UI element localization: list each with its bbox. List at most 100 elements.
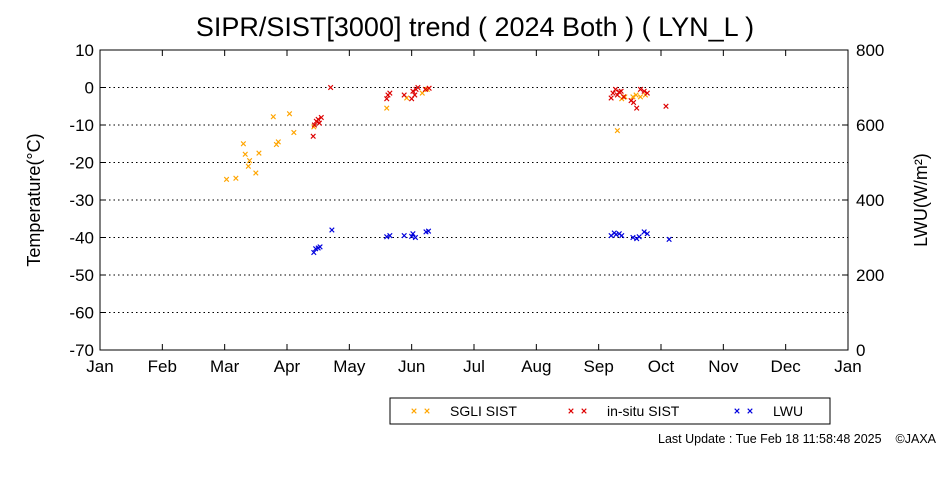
lwu-point: [408, 233, 415, 240]
y2-axis-label: LWU(W/m²): [911, 153, 931, 247]
lwu-point: [401, 232, 407, 239]
lwu-point: [619, 232, 625, 239]
in-situ-sist-point: [663, 103, 669, 109]
sgli-sist-point: [286, 111, 293, 117]
sgli-sist-point: [242, 151, 248, 157]
y-tick-label: -10: [69, 116, 94, 135]
legend-marker: [568, 408, 574, 414]
legend-marker: [424, 408, 430, 414]
sgli-sist-point: [270, 114, 276, 120]
in-situ-sist-point: [384, 96, 390, 102]
sgli-sist-point: [291, 129, 297, 136]
axis-ticks: [99, 49, 849, 351]
x-tick-label: Jan: [834, 357, 861, 376]
x-tick-label: Jan: [86, 357, 113, 376]
legend-label: LWU: [773, 403, 803, 419]
in-situ-sist-point: [316, 120, 323, 126]
legend-marker: [581, 408, 587, 414]
lwu-point: [317, 244, 323, 250]
in-situ-sist-point: [412, 92, 418, 98]
lwu-point: [410, 231, 416, 237]
lwu-point: [644, 231, 650, 237]
in-situ-sist-point: [620, 94, 627, 100]
in-situ-sist-point: [387, 90, 393, 96]
lwu-point: [329, 227, 335, 233]
sgli-sist-point: [233, 175, 239, 181]
in-situ-sist-point: [637, 86, 644, 93]
sgli-sist-point: [246, 157, 253, 164]
chart-title: SIPR/SIST[3000] trend ( 2024 Both ) ( LY…: [196, 12, 754, 42]
sgli-sist-point: [256, 150, 262, 156]
in-situ-sist-point: [311, 122, 318, 128]
in-situ-sist-point: [422, 86, 429, 93]
sgli-sist-point: [253, 170, 259, 176]
y2-tick-label: 800: [856, 41, 884, 60]
in-situ-sist-point: [415, 84, 421, 91]
y2-tick-label: 400: [856, 191, 884, 210]
legend-marker: [411, 408, 417, 414]
sgli-sist-point: [223, 176, 230, 183]
copyright-text: ©JAXA: [895, 432, 936, 446]
lwu-point: [412, 234, 419, 241]
in-situ-sist-point: [644, 90, 650, 96]
lwu-point: [384, 234, 390, 240]
y-tick-label: -70: [69, 341, 94, 360]
data-points: [223, 84, 672, 256]
x-tick-label: Mar: [210, 357, 240, 376]
sgli-sist-point: [245, 163, 252, 169]
y-axis-left-ticklabels: 10 0 -10 -20 -30 -40 -50 -60 -70: [69, 41, 94, 360]
in-situ-sist-point: [401, 92, 407, 98]
in-situ-sist-point: [327, 84, 334, 91]
sgli-sist-point: [630, 94, 636, 100]
y-tick-label: -20: [69, 154, 94, 173]
sgli-sist-point: [637, 94, 644, 100]
y-tick-label: 0: [85, 79, 94, 98]
legend: SGLI SIST in-situ SIST LWU: [389, 397, 831, 425]
x-tick-label: Aug: [521, 357, 551, 376]
y-tick-label: -60: [69, 304, 94, 323]
in-situ-sist-point: [315, 116, 321, 123]
in-situ-sist-point: [608, 95, 614, 101]
legend-label: SGLI SIST: [450, 403, 517, 419]
sgli-sist-point: [633, 92, 639, 98]
x-tick-label: Apr: [274, 357, 301, 376]
lwu-point: [636, 234, 642, 240]
y2-tick-label: 200: [856, 266, 884, 285]
in-situ-sist-point: [641, 88, 647, 94]
in-situ-sist-point: [310, 133, 316, 139]
sgli-sist-point: [240, 141, 247, 147]
lwu-point: [311, 249, 317, 256]
in-situ-sist-point: [426, 85, 432, 91]
in-situ-sist-point: [410, 88, 416, 94]
legend-box: [389, 397, 831, 425]
legend-label: in-situ SIST: [607, 403, 680, 419]
y-tick-label: 10: [75, 41, 94, 60]
legend-marker: [747, 408, 753, 414]
sgli-sist-point: [384, 105, 390, 111]
x-tick-label: Feb: [148, 357, 177, 376]
y2-tick-label: 600: [856, 116, 884, 135]
in-situ-sist-point: [630, 99, 637, 106]
sgli-sist-point: [614, 127, 621, 134]
last-update-text: Last Update : Tue Feb 18 11:58:48 2025: [658, 432, 882, 446]
grid-lines: [100, 87, 848, 313]
in-situ-sist-point: [612, 86, 619, 93]
x-axis-ticklabels: Jan Feb Mar Apr May Jun Jul Aug Sep Oct Nov Dec Jan: [86, 357, 861, 376]
lwu-point: [425, 228, 432, 234]
x-tick-label: Dec: [771, 357, 802, 376]
x-tick-label: Oct: [648, 357, 675, 376]
in-situ-sist-point: [618, 88, 624, 94]
in-situ-sist-point: [634, 105, 640, 111]
x-tick-label: Nov: [708, 357, 739, 376]
y-tick-label: -40: [69, 229, 94, 248]
y-tick-label: -50: [69, 266, 94, 285]
in-situ-sist-point: [610, 90, 616, 96]
x-tick-label: Jun: [398, 357, 425, 376]
lwu-point: [641, 229, 647, 235]
footer: Last Update : Tue Feb 18 11:58:48 2025 ©…: [0, 432, 936, 446]
x-tick-label: Sep: [584, 357, 614, 376]
sgli-sist-point: [622, 94, 628, 100]
lwu-point: [630, 234, 636, 241]
y2-tick-label: 0: [856, 341, 865, 360]
